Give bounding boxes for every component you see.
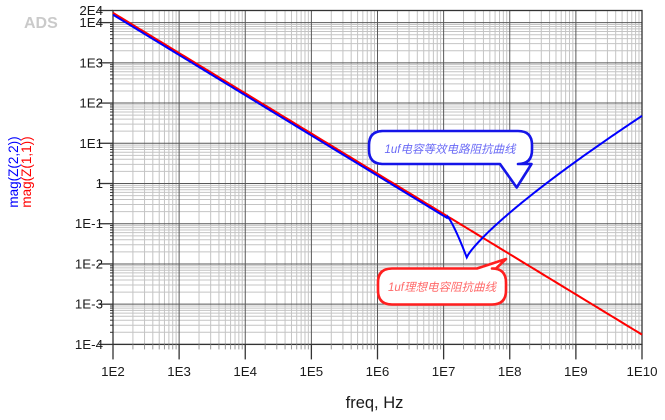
svg-text:1E7: 1E7 [432,364,456,379]
svg-text:1: 1 [96,176,103,191]
svg-text:1E1: 1E1 [79,136,103,151]
svg-text:1E-1: 1E-1 [75,216,103,231]
svg-text:1E10: 1E10 [626,364,657,379]
svg-text:1E-3: 1E-3 [75,297,103,312]
svg-text:1uf理想电容阻抗曲线: 1uf理想电容阻抗曲线 [388,281,497,294]
svg-text:ADS: ADS [24,15,58,32]
svg-text:1E-2: 1E-2 [75,256,103,271]
svg-text:1uf电容等效电路阻抗曲线: 1uf电容等效电路阻抗曲线 [385,143,517,156]
svg-text:1E2: 1E2 [79,96,103,111]
svg-text:1E2: 1E2 [101,364,125,379]
svg-text:1E3: 1E3 [167,364,191,379]
svg-text:1E4: 1E4 [79,15,103,30]
svg-text:1E8: 1E8 [498,364,522,379]
svg-text:1E4: 1E4 [233,364,257,379]
svg-text:freq, Hz: freq, Hz [346,394,404,412]
svg-text:1E5: 1E5 [300,364,324,379]
svg-text:1E6: 1E6 [366,364,390,379]
svg-text:1E3: 1E3 [79,55,103,70]
svg-text:1E9: 1E9 [564,364,588,379]
svg-text:1E-4: 1E-4 [75,337,103,352]
svg-text:mag(Z(1,1)): mag(Z(1,1)) [19,136,34,207]
